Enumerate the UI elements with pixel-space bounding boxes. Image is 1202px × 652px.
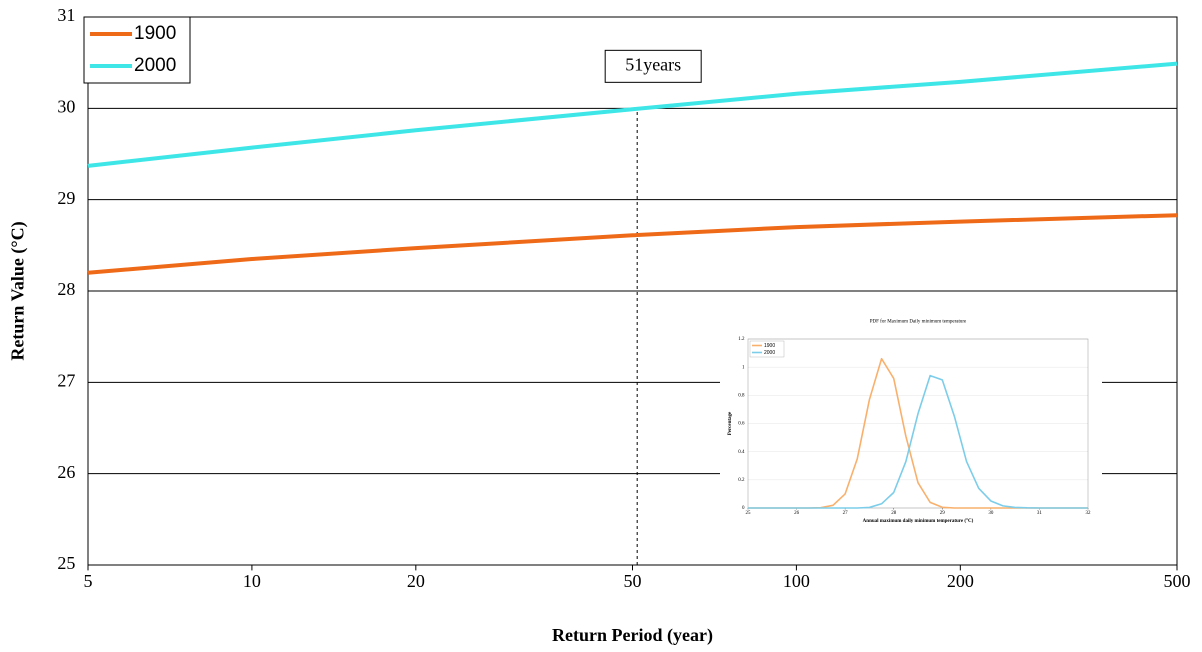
- x-tick-label: 28: [891, 511, 897, 516]
- plot-frame: [87, 16, 1178, 566]
- legend-box: [83, 16, 191, 84]
- series-line: [87, 213, 1178, 275]
- y-tick-label: 0: [742, 506, 745, 511]
- y-axis-label: Percentage: [728, 411, 733, 435]
- x-tick-label: 200: [947, 571, 974, 591]
- y-tick-label: 26: [57, 462, 75, 482]
- y-tick-label: 31: [57, 5, 75, 25]
- x-tick-label: 25: [746, 511, 752, 516]
- y-tick-label: 0.6: [738, 422, 745, 427]
- y-tick-label: 0.2: [738, 478, 745, 483]
- chart-panel: 0 0.2 0.4 0.6 0.8 1 1.2 25 26 27 28 29 30 31 32 PDF for…: [720, 308, 1102, 546]
- series-line: [87, 61, 1178, 168]
- chart-title: PDF for Maximum Daily minimum temperatur…: [870, 320, 967, 325]
- legend-label: 2000: [764, 350, 775, 356]
- x-tick-label: 5: [84, 571, 93, 591]
- y-tick-label: 25: [57, 553, 75, 573]
- plot-frame: [747, 338, 1089, 509]
- y-tick-label: 28: [57, 279, 75, 299]
- y-tick-label: 1.2: [738, 337, 745, 342]
- y-axis-label: Return Value (°C): [8, 221, 29, 360]
- y-tick-label: 1: [742, 365, 745, 370]
- x-tick-label: 10: [243, 571, 261, 591]
- x-tick-label: 32: [1086, 511, 1092, 516]
- y-tick-label: 0.4: [738, 450, 745, 455]
- annotation-box: [604, 49, 702, 83]
- y-tick-label: 29: [57, 188, 75, 208]
- legend-label: 1900: [134, 23, 176, 44]
- y-tick-label: 30: [57, 96, 75, 116]
- x-tick-label: 31: [1037, 511, 1043, 516]
- x-tick-label: 500: [1164, 571, 1191, 591]
- series-line: [748, 374, 1088, 509]
- x-tick-label: 100: [783, 571, 810, 591]
- x-axis-label: Return Period (year): [552, 625, 713, 646]
- x-tick-label: 30: [988, 511, 994, 516]
- legend-label: 2000: [134, 55, 176, 76]
- x-tick-label: 27: [843, 511, 849, 516]
- annotation-text: 51years: [625, 54, 681, 74]
- legend-label: 1900: [764, 343, 775, 349]
- x-tick-label: 20: [407, 571, 425, 591]
- x-tick-label: 26: [794, 511, 800, 516]
- x-axis-label: Annual maximum daily minimum temperature…: [863, 519, 974, 524]
- x-tick-label: 29: [940, 511, 946, 516]
- x-tick-label: 50: [624, 571, 642, 591]
- y-tick-label: 0.8: [738, 393, 745, 398]
- y-tick-label: 27: [57, 370, 75, 390]
